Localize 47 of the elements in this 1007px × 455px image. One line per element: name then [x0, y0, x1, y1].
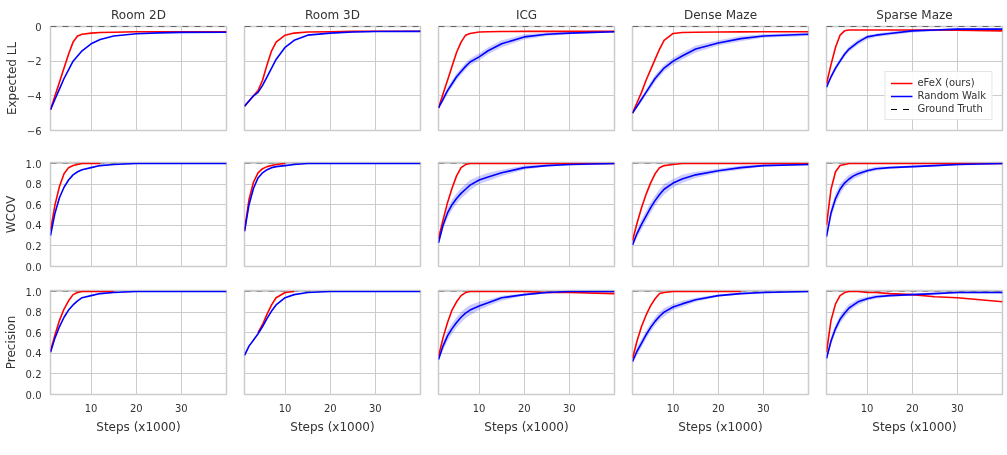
x-tick-label: 30 — [563, 402, 576, 414]
y-tick-label: 0.4 — [25, 348, 42, 360]
y-tick-label: −6 — [26, 125, 42, 137]
y-axis-title: Expected LL — [4, 41, 19, 116]
y-tick-label: 1.0 — [25, 158, 42, 170]
x-tick-label: 20 — [711, 402, 725, 414]
y-tick-label: −4 — [26, 90, 42, 102]
chart-title: Room 2D — [111, 7, 166, 22]
x-tick-label: 30 — [951, 402, 964, 414]
y-axis-title: Precision — [3, 315, 18, 370]
chart-title: Sparse Maze — [876, 7, 953, 22]
x-tick-label: 30 — [369, 402, 382, 414]
x-tick-label: 10 — [278, 402, 292, 414]
x-tick-label: 20 — [517, 402, 531, 414]
chart-title: Dense Maze — [683, 7, 758, 22]
x-axis-title: Steps (x1000) — [96, 419, 181, 434]
y-axis-title: WCOV — [3, 194, 18, 234]
y-tick-label: 0.8 — [25, 179, 42, 191]
y-tick-label: 0.2 — [25, 240, 42, 252]
x-axis-title: Steps (x1000) — [290, 419, 375, 434]
y-tick-label: 0.8 — [25, 307, 42, 319]
y-tick-label: 0.6 — [25, 199, 42, 211]
x-axis-title: Steps (x1000) — [872, 419, 957, 434]
x-tick-label: 10 — [666, 402, 680, 414]
x-tick-label: 10 — [84, 402, 98, 414]
y-tick-label: 0.6 — [25, 327, 42, 339]
legend-label: eFeX (ours) — [917, 77, 975, 88]
y-tick-label: 0.4 — [25, 220, 42, 232]
x-tick-label: 20 — [905, 402, 919, 414]
x-tick-label: 10 — [860, 402, 874, 414]
x-tick-label: 30 — [175, 402, 188, 414]
legend-label: Ground Truth — [917, 103, 983, 114]
y-tick-label: 0 — [35, 21, 42, 33]
x-tick-label: 30 — [757, 402, 770, 414]
y-tick-label: 0.0 — [25, 389, 42, 401]
chart-title: Room 3D — [305, 7, 360, 22]
y-tick-label: 0.2 — [25, 368, 42, 380]
y-tick-label: 1.0 — [25, 286, 42, 298]
x-tick-label: 20 — [323, 402, 337, 414]
x-axis-title: Steps (x1000) — [484, 419, 569, 434]
x-axis-title: Steps (x1000) — [678, 419, 763, 434]
y-tick-label: −2 — [26, 56, 42, 68]
x-tick-label: 20 — [129, 402, 143, 414]
legend-label: Random Walk — [917, 90, 986, 101]
chart-title: ICG — [515, 7, 538, 22]
x-tick-label: 10 — [472, 402, 486, 414]
y-tick-label: 0.0 — [25, 261, 42, 273]
